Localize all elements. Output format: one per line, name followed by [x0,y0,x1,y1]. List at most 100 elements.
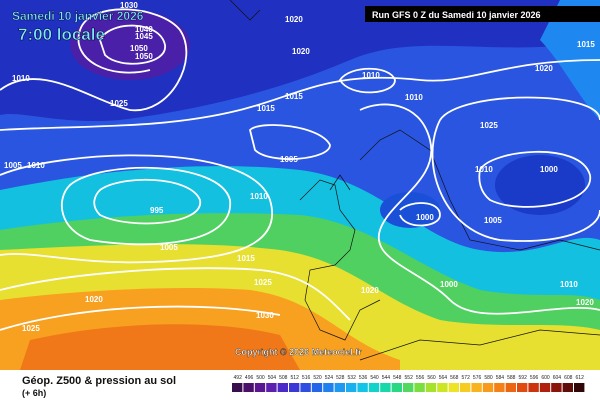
isobar-label: 1025 [22,324,40,333]
isobar-label: 1020 [535,64,553,73]
scale-label: 520 [313,375,322,381]
isobar-label: 1030 [120,1,138,10]
scale-swatch [380,383,391,392]
scale-label: 588 [507,375,516,381]
color-scale: 492 496 500 504 508 512 516 520 524 528 532 536 540 5… [232,375,585,392]
isobar-label: 1005 [160,243,178,252]
time: 7:00 locale [18,25,105,44]
isobar-label: 1020 [285,15,303,24]
date: Samedi 10 janvier 2026 [12,9,144,23]
scale-swatch [289,383,300,392]
isobar-label: 1020 [361,286,379,295]
scale-label: 612 [576,375,585,381]
scale-swatch [574,383,585,392]
scale-swatch [539,383,551,392]
isobar-label: 1030 [256,311,274,320]
scale-swatch [528,383,539,392]
isobar-label: 1045 [135,32,153,41]
isobar-label: 1010 [27,161,45,170]
scale-label: 604 [553,375,562,381]
isobar-label: 1015 [577,40,595,49]
scale-swatch [414,383,425,392]
isobar-label: 1050 [135,52,153,61]
scale-swatch [425,383,437,392]
isobar-label: 1015 [285,92,303,101]
field-core [70,10,190,80]
scale-label: 524 [325,375,334,381]
isobar-label: 1025 [254,278,272,287]
scale-label: 564 [439,375,448,381]
isobar-label: 1040 [135,25,153,34]
scale-swatch [482,383,494,392]
isobar-label: 1010 [12,74,30,83]
field-low [495,155,585,215]
scale-swatch [357,383,368,392]
footer-title: Géop. Z500 & pression au sol [22,375,176,387]
scale-label: 608 [564,375,573,381]
scale-label: 532 [348,375,357,381]
isobar-label: 1005 [280,155,298,164]
isobar-label: 1025 [110,99,128,108]
scale-swatch [266,383,277,392]
isobar-label: 1010 [250,192,268,201]
isobar-label: 1020 [85,295,103,304]
scale-label: 516 [302,375,311,381]
scale-label: 556 [416,375,425,381]
isobar-label: 1015 [257,104,275,113]
scale-swatch [460,383,471,392]
scale-label: 568 [450,375,459,381]
scale-swatch [346,383,357,392]
isobar-label: 1010 [560,280,578,289]
scale-label: 540 [370,375,379,381]
scale-swatch [471,383,482,392]
isobar-label: 1020 [576,298,594,307]
scale-label: 492 [234,375,243,381]
run: Run GFS 0 Z du Samedi 10 janvier 2026 [372,10,541,20]
scale-swatch [277,383,288,392]
scale-label: 544 [382,375,391,381]
scale-label: 528 [336,375,345,381]
scale-label: 496 [245,375,254,381]
scale-label: 596 [530,375,539,381]
scale-swatch [254,383,266,392]
scale-swatch [517,383,528,392]
scale-label: 500 [256,375,265,381]
run-box [365,6,600,22]
scale-swatch [232,383,243,392]
copyright: Copyright © 2026 Meteociel.fr [235,347,362,357]
isobar-label: 1000 [416,213,434,222]
scale-label: 580 [484,375,493,381]
isobar-label: 1010 [475,165,493,174]
scale-swatch [562,383,573,392]
isobar-label: 1020 [292,47,310,56]
scale-swatch [403,383,414,392]
scale-label: 536 [359,375,368,381]
field-red [20,324,300,370]
scale-label: 512 [291,375,300,381]
scale-swatch [323,383,334,392]
isobar-label: 1015 [237,254,255,263]
isobar-label: 1000 [540,165,558,174]
scale-label: 552 [405,375,414,381]
scale-label: 572 [462,375,471,381]
scale-swatch [505,383,516,392]
isobar-label: 1025 [480,121,498,130]
scale-swatch [311,383,323,392]
scale-label: 508 [279,375,288,381]
footer-lead: (+ 6h) [22,388,46,398]
scale-label: 560 [427,375,436,381]
isobar-label: 1010 [362,71,380,80]
scale-swatch [334,383,345,392]
isobar-label: 1005 [484,216,502,225]
scale-swatch [448,383,459,392]
scale-label: 600 [541,375,550,381]
scale-swatch [391,383,402,392]
scale-label: 584 [496,375,505,381]
isobar-label: 1000 [440,280,458,289]
scale-swatch [368,383,380,392]
scale-label: 548 [393,375,402,381]
scale-swatch [243,383,254,392]
isobar-label: 1050 [130,44,148,53]
